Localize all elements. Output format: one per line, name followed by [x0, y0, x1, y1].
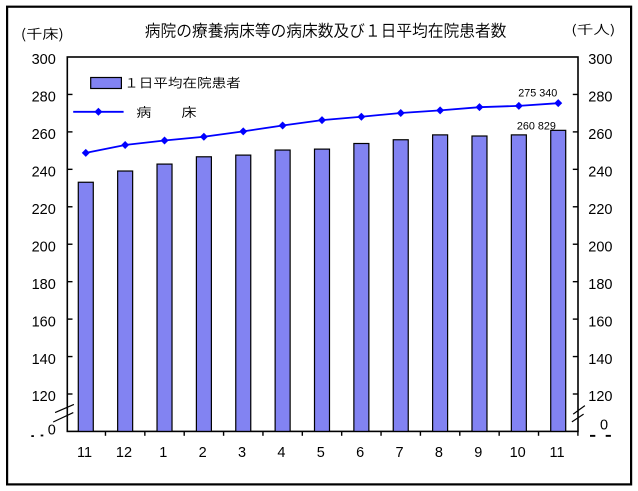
y-axis-label-left: 220: [32, 202, 56, 218]
x-axis-label: 5: [317, 445, 325, 461]
left-axis-unit-art: [22, 27, 63, 42]
line-point-marker: [436, 106, 445, 115]
line-point-marker: [514, 101, 523, 110]
y-axis-label-right: 280: [588, 90, 612, 106]
line-point-marker: [554, 99, 563, 108]
x-axis-label: 3: [238, 445, 246, 461]
y-axis-label-left: 300: [32, 52, 56, 68]
axis-break-dash: [590, 434, 596, 437]
x-axis-label: 2: [199, 445, 207, 461]
line-point-marker: [239, 127, 248, 136]
axis-ticks: [67, 93, 579, 436]
legend: [73, 76, 124, 116]
bar: [235, 154, 252, 432]
y-axis-label-right: 260: [588, 127, 612, 143]
outer-frame: [5, 5, 633, 486]
line-point-marker: [199, 132, 208, 141]
axis-break-dashes: [31, 434, 611, 437]
x-axis-label: 8: [435, 445, 443, 461]
y-axis-label-left: 160: [32, 314, 56, 330]
line-point-marker: [160, 136, 169, 145]
bar: [77, 181, 94, 432]
axis-break-dash: [40, 434, 44, 437]
y-axis-label-left: 240: [32, 165, 56, 181]
axis-break-dash: [31, 435, 34, 437]
y-axis-zero-label-left: 0: [48, 423, 56, 439]
x-axis-label: 4: [277, 445, 285, 461]
bar: [195, 156, 212, 432]
axis-break-mark-left: [54, 403, 75, 414]
y-axis-label-right: 200: [588, 239, 612, 255]
legend-label-beds-art: [136, 106, 196, 119]
y-axis-label-left: 200: [32, 239, 56, 255]
annotation-value: 260 829: [517, 120, 556, 132]
x-axis-label: 12: [116, 445, 132, 461]
y-axis-label-right: 220: [588, 202, 612, 218]
axis-break-dash: [605, 434, 611, 437]
chart-title-art: [145, 22, 506, 39]
line-point-marker: [475, 103, 484, 112]
y-axis-label-left: 140: [32, 352, 56, 368]
x-axis-label: 6: [356, 445, 364, 461]
bar: [510, 134, 527, 432]
x-axis-label: 10: [510, 445, 526, 461]
bar: [471, 135, 488, 433]
x-axis-label: 1: [159, 445, 167, 461]
bar: [274, 149, 291, 433]
y-axis-label-left: 260: [32, 127, 56, 143]
line-point-marker: [396, 108, 405, 117]
bar: [550, 129, 567, 432]
axis-break-mark-right: [572, 405, 586, 415]
line-point-marker: [81, 148, 90, 157]
bar: [353, 142, 370, 432]
legend-label-inpatients-art: [127, 76, 240, 89]
legend-bar-swatch: [90, 76, 122, 90]
y-axis-zero-label-right: 0: [600, 418, 608, 434]
x-axis-label: 7: [396, 445, 404, 461]
y-axis-label-right: 160: [588, 314, 612, 330]
line-point-marker: [318, 116, 326, 125]
y-axis-label-left: 180: [32, 277, 56, 293]
cjk-text-outlines: [22, 22, 614, 119]
legend-line-marker: [94, 107, 103, 116]
x-axis-label: 11: [77, 445, 92, 461]
x-axis-label: 11: [549, 445, 564, 461]
y-axis-label-left: 280: [32, 90, 56, 106]
bar-series: [77, 129, 567, 433]
line-series: [81, 99, 563, 157]
axis-break-mark-left: [52, 412, 74, 423]
axis-break-mark-right: [571, 413, 584, 423]
axis-break-marks: [52, 403, 586, 423]
annotation-value: 275 340: [518, 87, 557, 99]
bar: [313, 148, 331, 433]
line-point-marker: [278, 121, 287, 130]
y-axis-label-right: 140: [588, 352, 612, 368]
line-point-marker: [357, 112, 366, 121]
bar: [156, 163, 173, 432]
y-axis-label-right: 300: [588, 52, 612, 68]
y-axis-label-right: 120: [588, 389, 612, 405]
y-axis-label-right: 180: [588, 277, 612, 293]
line-point-marker: [121, 140, 130, 149]
bar: [117, 170, 134, 433]
y-axis-label-left: 120: [32, 389, 56, 405]
right-axis-unit-art: [572, 23, 614, 37]
x-axis-label: 9: [474, 445, 482, 461]
data-annotations: 275 340 260 829: [517, 87, 557, 132]
y-axis-label-right: 240: [588, 165, 612, 181]
bar: [432, 134, 449, 432]
bar: [392, 139, 409, 432]
